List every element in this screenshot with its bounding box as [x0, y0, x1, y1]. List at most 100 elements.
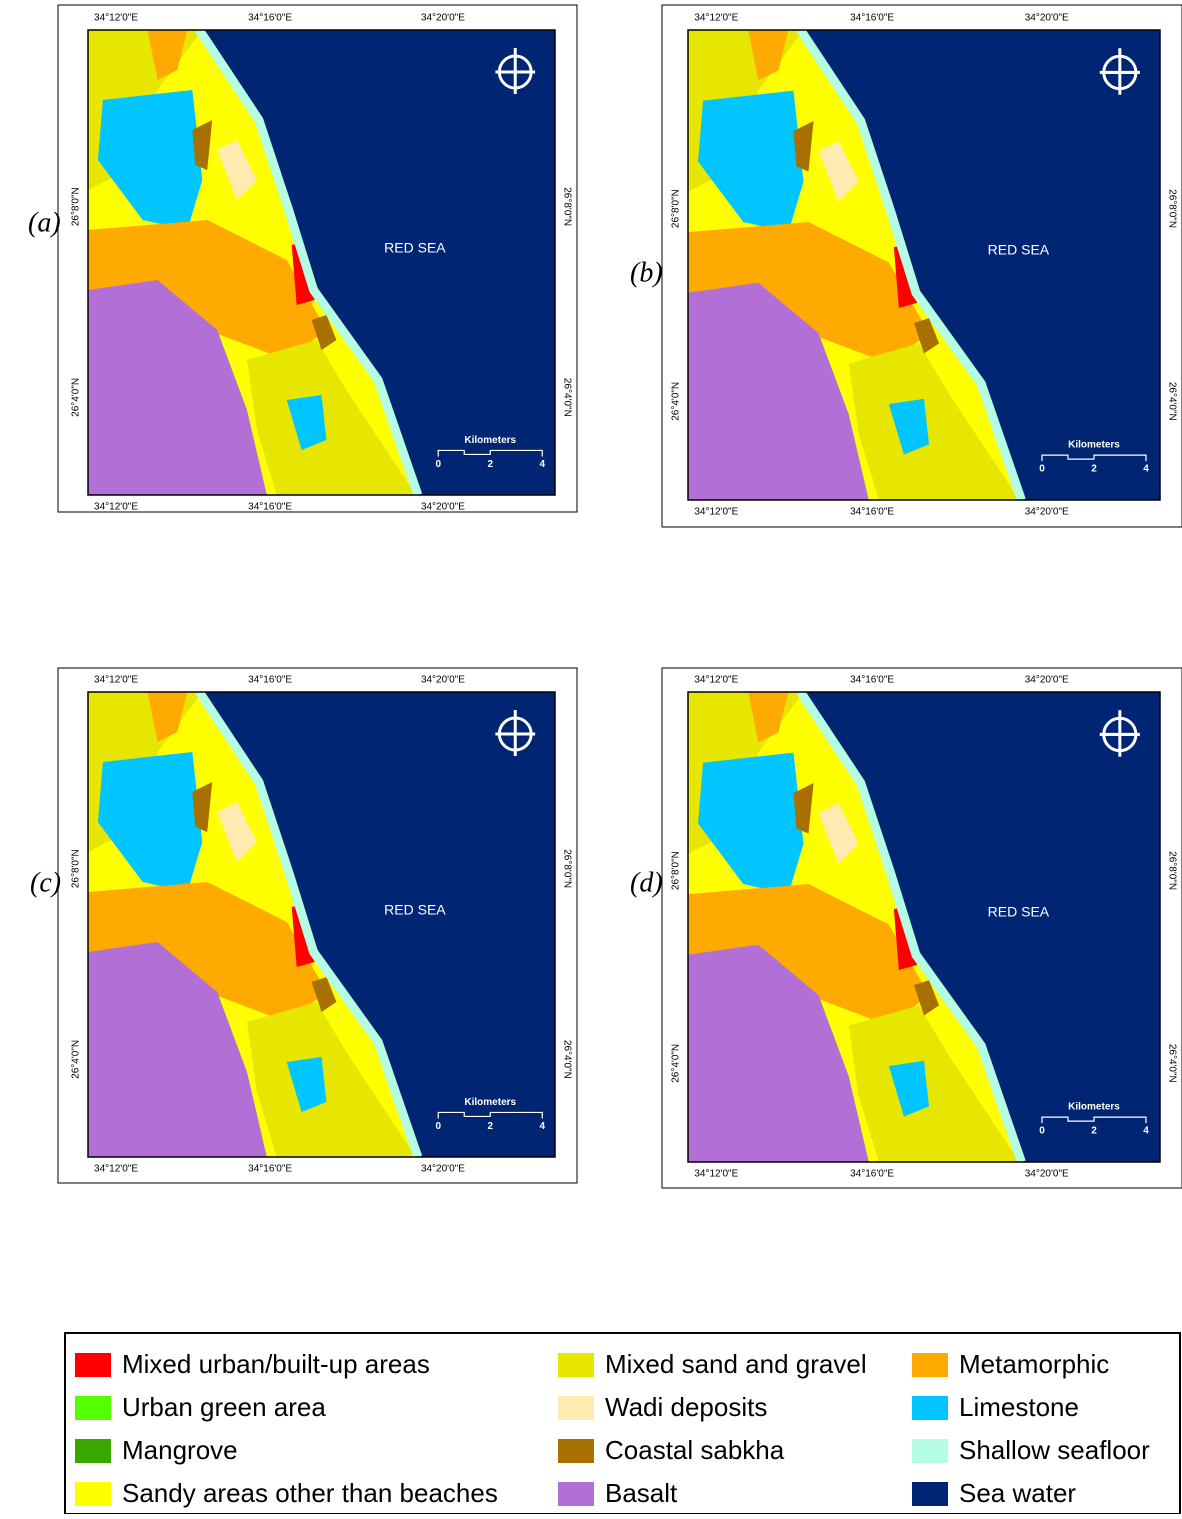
- longitude-label: 34°16'0"E: [850, 1169, 894, 1180]
- longitude-label: 34°20'0"E: [421, 1164, 465, 1175]
- legend-label: Sea water: [959, 1478, 1076, 1508]
- longitude-label: 34°12'0"E: [94, 502, 138, 513]
- longitude-label: 34°20'0"E: [421, 675, 465, 686]
- scale-tick: 4: [539, 459, 545, 470]
- latitude-label: 26°4'0"N: [671, 1044, 682, 1083]
- map-border: [87, 691, 556, 1158]
- latitude-label: 26°4'0"N: [561, 378, 572, 417]
- map-border: [87, 29, 556, 496]
- latitude-label: 26°4'0"N: [71, 1040, 82, 1079]
- map-image: [88, 30, 555, 495]
- sea-label: RED SEA: [384, 901, 446, 917]
- scale-bar: [1041, 1116, 1147, 1124]
- latitude-label: 26°8'0"N: [671, 189, 682, 228]
- scale-tick: 0: [1039, 1126, 1045, 1137]
- legend-frame: [64, 1332, 1181, 1515]
- latitude-label: 26°4'0"N: [671, 382, 682, 421]
- legend-swatch: [912, 1439, 948, 1463]
- longitude-label: 34°20'0"E: [421, 502, 465, 513]
- scale-title: Kilometers: [1068, 1102, 1120, 1113]
- legend-swatch: [75, 1482, 111, 1506]
- legend-label: Mixed sand and gravel: [605, 1349, 867, 1379]
- longitude-label: 34°12'0"E: [694, 675, 738, 686]
- legend-swatch: [558, 1353, 594, 1377]
- longitude-label: 34°16'0"E: [248, 675, 292, 686]
- latitude-label: 26°8'0"N: [671, 851, 682, 890]
- panel-label: (c): [30, 867, 61, 898]
- latitude-label: 26°4'0"N: [561, 1040, 572, 1079]
- longitude-label: 34°16'0"E: [248, 502, 292, 513]
- map-image: [688, 30, 1160, 500]
- longitude-label: 34°20'0"E: [1025, 1169, 1069, 1180]
- longitude-label: 34°20'0"E: [1025, 507, 1069, 518]
- longitude-label: 34°12'0"E: [94, 675, 138, 686]
- legend-label: Shallow seafloor: [959, 1435, 1150, 1465]
- panel-label: (a): [28, 207, 61, 238]
- panel-label: (b): [630, 257, 663, 288]
- legend: Mixed urban/built-up areas Urban green ar…: [64, 1332, 1181, 1515]
- longitude-label: 34°16'0"E: [248, 1164, 292, 1175]
- scale-title: Kilometers: [464, 1097, 516, 1108]
- scale-tick: 0: [435, 459, 441, 470]
- map-panel: (d) 34°12'0"E 34°12'0"E 34°16'0"E 34°16'0"E 3…: [630, 667, 1182, 1189]
- latitude-label: 26°8'0"N: [71, 187, 82, 226]
- longitude-label: 34°16'0"E: [850, 675, 894, 686]
- scale-tick: 4: [1143, 1126, 1149, 1137]
- longitude-label: 34°12'0"E: [94, 13, 138, 24]
- longitude-label: 34°12'0"E: [94, 1164, 138, 1175]
- legend-label: Metamorphic: [959, 1349, 1109, 1379]
- legend-label: Limestone: [959, 1392, 1079, 1422]
- scale-tick: 4: [539, 1121, 545, 1132]
- sea-label: RED SEA: [988, 242, 1050, 258]
- legend-swatch: [75, 1439, 111, 1463]
- legend-swatch: [912, 1353, 948, 1377]
- legend-label: Coastal sabkha: [605, 1435, 785, 1465]
- latitude-label: 26°8'0"N: [71, 849, 82, 888]
- longitude-label: 34°16'0"E: [248, 13, 292, 24]
- scale-bar: [1041, 454, 1147, 462]
- sea-label: RED SEA: [988, 904, 1050, 920]
- map-panel: (a) 34°12'0"E 34°12'0"E 34°16'0"E 34°16'0"E 3…: [28, 4, 578, 513]
- panel-label: (d): [630, 867, 663, 898]
- legend-swatch: [75, 1396, 111, 1420]
- latitude-label: 26°8'0"N: [561, 187, 572, 226]
- longitude-label: 34°16'0"E: [850, 13, 894, 24]
- legend-label: Wadi deposits: [605, 1392, 767, 1422]
- legend-swatch: [558, 1439, 594, 1463]
- latitude-label: 26°8'0"N: [561, 849, 572, 888]
- map-panel: (c) 34°12'0"E 34°12'0"E 34°16'0"E 34°16'0"E 3…: [30, 667, 578, 1184]
- longitude-label: 34°12'0"E: [694, 507, 738, 518]
- scale-tick: 2: [1091, 1126, 1097, 1137]
- longitude-label: 34°16'0"E: [850, 507, 894, 518]
- longitude-label: 34°12'0"E: [694, 13, 738, 24]
- scale-tick: 4: [1143, 464, 1149, 475]
- legend-label: Mixed urban/built-up areas: [122, 1349, 430, 1379]
- legend-label: Sandy areas other than beaches: [122, 1478, 498, 1508]
- legend-swatch: [75, 1353, 111, 1377]
- longitude-label: 34°12'0"E: [694, 1169, 738, 1180]
- scale-tick: 0: [435, 1121, 441, 1132]
- latitude-label: 26°4'0"N: [1166, 1044, 1177, 1083]
- map-panel: (b) 34°12'0"E 34°12'0"E 34°16'0"E 34°16'0"E 3…: [630, 4, 1182, 528]
- latitude-label: 26°4'0"N: [71, 378, 82, 417]
- scale-tick: 2: [487, 1121, 493, 1132]
- sea-label: RED SEA: [384, 239, 446, 255]
- scale-title: Kilometers: [464, 435, 516, 446]
- scale-tick: 2: [1091, 464, 1097, 475]
- map-border: [687, 691, 1161, 1163]
- longitude-label: 34°20'0"E: [1025, 13, 1069, 24]
- legend-swatch: [558, 1396, 594, 1420]
- scale-tick: 0: [1039, 464, 1045, 475]
- legend-swatch: [912, 1396, 948, 1420]
- scale-title: Kilometers: [1068, 440, 1120, 451]
- longitude-label: 34°20'0"E: [1025, 675, 1069, 686]
- latitude-label: 26°4'0"N: [1166, 382, 1177, 421]
- legend-label: Urban green area: [122, 1392, 326, 1422]
- latitude-label: 26°8'0"N: [1166, 189, 1177, 228]
- map-border: [687, 29, 1161, 501]
- scale-bar: [437, 1111, 543, 1119]
- scale-tick: 2: [487, 459, 493, 470]
- legend-label: Basalt: [605, 1478, 678, 1508]
- longitude-label: 34°20'0"E: [421, 13, 465, 24]
